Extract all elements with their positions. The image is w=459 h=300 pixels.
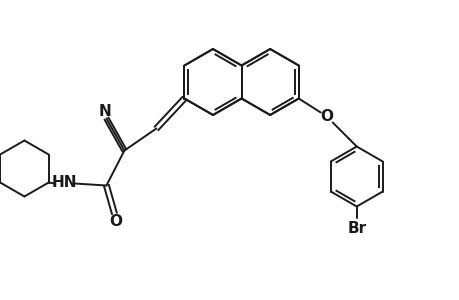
Text: HN: HN — [51, 175, 77, 190]
Text: O: O — [319, 109, 332, 124]
Text: O: O — [109, 214, 122, 229]
Text: N: N — [99, 104, 112, 119]
Text: Br: Br — [347, 221, 365, 236]
